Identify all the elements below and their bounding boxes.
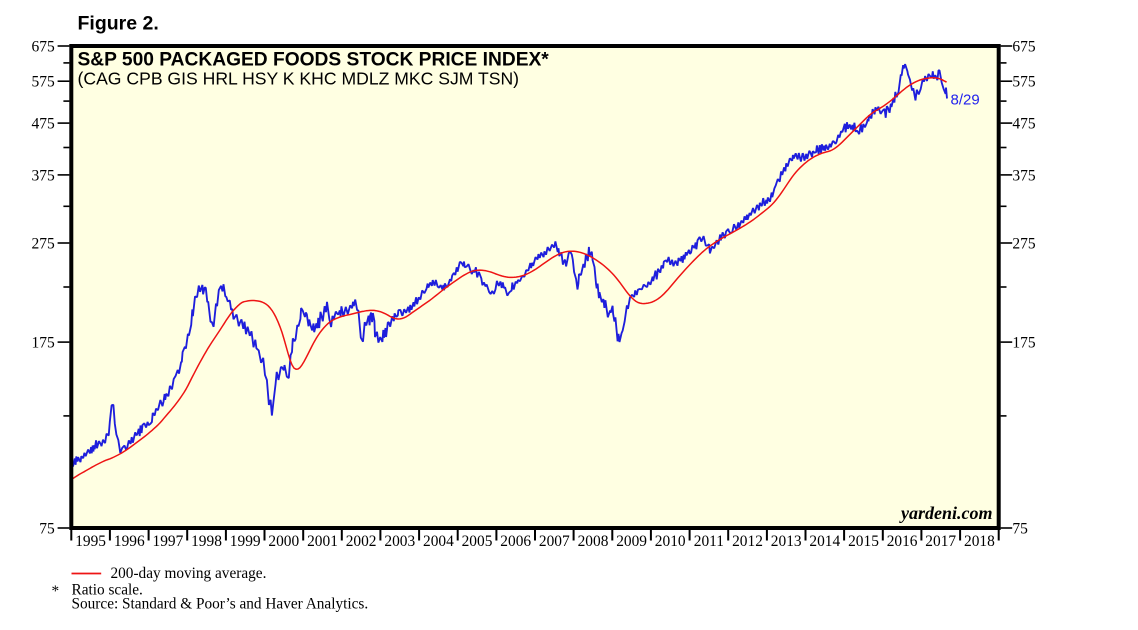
svg-text:2017: 2017: [925, 533, 956, 550]
svg-text:Ratio scale.: Ratio scale.: [72, 582, 143, 599]
svg-text:2008: 2008: [578, 533, 609, 550]
svg-text:2012: 2012: [732, 533, 763, 550]
svg-text:S&P 500 PACKAGED FOODS STOCK P: S&P 500 PACKAGED FOODS STOCK PRICE INDEX…: [78, 49, 550, 70]
svg-text:2006: 2006: [500, 533, 531, 550]
svg-text:2007: 2007: [539, 533, 570, 550]
svg-text:275: 275: [1012, 235, 1036, 252]
svg-text:75: 75: [1012, 520, 1028, 537]
svg-text:(CAG CPB GIS HRL HSY K KHC MDL: (CAG CPB GIS HRL HSY K KHC MDLZ MKC SJM …: [78, 69, 520, 89]
svg-text:2011: 2011: [694, 533, 724, 550]
svg-text:8/29: 8/29: [951, 92, 980, 109]
svg-text:375: 375: [1012, 167, 1036, 184]
svg-text:575: 575: [32, 74, 56, 91]
svg-text:375: 375: [32, 167, 56, 184]
svg-text:2016: 2016: [887, 533, 918, 550]
svg-text:2013: 2013: [771, 533, 802, 550]
svg-text:75: 75: [39, 520, 55, 537]
svg-text:1996: 1996: [114, 533, 145, 550]
svg-text:675: 675: [1012, 38, 1036, 55]
svg-text:2005: 2005: [462, 533, 493, 550]
svg-text:200-day moving average.: 200-day moving average.: [111, 565, 267, 582]
svg-text:175: 175: [32, 335, 56, 352]
svg-text:2015: 2015: [848, 533, 879, 550]
svg-text:575: 575: [1012, 74, 1036, 91]
svg-text:475: 475: [32, 116, 56, 133]
svg-text:675: 675: [32, 38, 56, 55]
svg-text:2002: 2002: [346, 533, 377, 550]
svg-text:yardeni.com: yardeni.com: [899, 503, 993, 523]
svg-text:*: *: [52, 583, 60, 600]
svg-text:175: 175: [1012, 335, 1036, 352]
svg-text:2004: 2004: [423, 533, 454, 550]
svg-text:1999: 1999: [230, 533, 261, 550]
svg-text:2014: 2014: [809, 533, 840, 550]
svg-text:2001: 2001: [307, 533, 338, 550]
svg-text:2000: 2000: [268, 533, 299, 550]
svg-text:2009: 2009: [616, 533, 647, 550]
svg-text:2010: 2010: [655, 533, 686, 550]
svg-text:1997: 1997: [153, 533, 184, 550]
svg-text:275: 275: [32, 235, 56, 252]
svg-text:475: 475: [1012, 116, 1036, 133]
svg-text:2018: 2018: [964, 533, 995, 550]
svg-text:1995: 1995: [75, 533, 106, 550]
svg-text:Source: Standard & Poor’s and: Source: Standard & Poor’s and Haver Anal…: [72, 596, 369, 613]
svg-text:2003: 2003: [384, 533, 415, 550]
svg-text:Figure 2.: Figure 2.: [78, 12, 159, 34]
svg-text:1998: 1998: [191, 533, 222, 550]
